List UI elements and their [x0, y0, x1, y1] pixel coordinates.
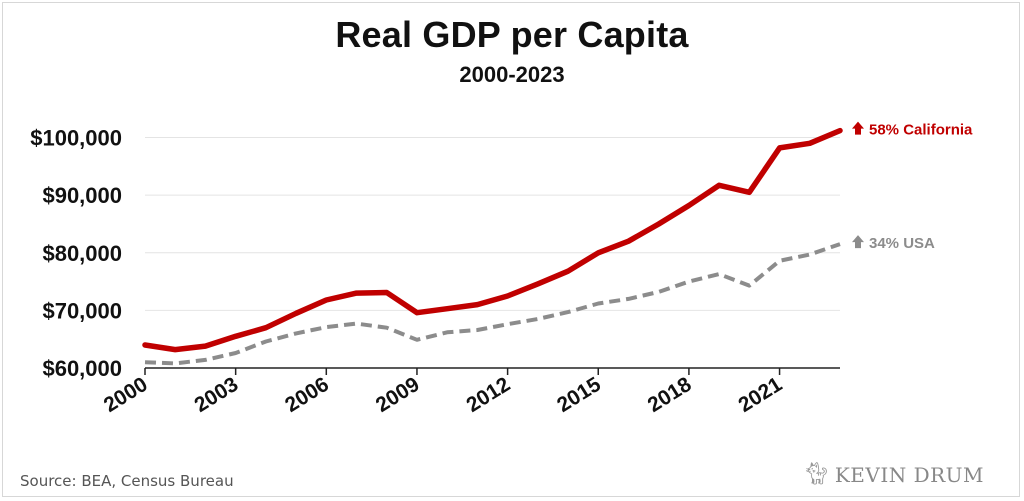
x-tick-label: 2012	[462, 373, 514, 417]
series-line-usa	[144, 242, 841, 366]
x-tick-label: 2006	[281, 373, 333, 417]
x-tick-label: 2018	[644, 373, 696, 417]
up-arrow-icon	[852, 121, 864, 135]
cat-icon: 🐈︎	[802, 462, 831, 487]
y-tick-label: $60,000	[42, 356, 122, 381]
up-arrow-icon	[852, 235, 864, 249]
x-axis: 2000 2003 2006 2009 2012 2015 2018 2021	[100, 367, 840, 417]
series-label-california: 58% California	[869, 122, 973, 139]
x-tick-label: 2021	[734, 373, 786, 417]
chart-title: Real GDP per Capita	[335, 14, 689, 55]
series-line-california	[142, 127, 843, 353]
series-lines	[142, 127, 843, 366]
brand-logo: 🐈︎ KEVIN DRUM	[802, 462, 984, 487]
series-label-usa: 34% USA	[869, 235, 935, 252]
y-axis: $60,000 $70,000 $80,000 $90,000 $100,000	[30, 126, 122, 381]
x-tick-label: 2015	[553, 373, 605, 417]
y-tick-label: $90,000	[42, 183, 122, 208]
logo-text: KEVIN DRUM	[834, 462, 984, 487]
y-tick-label: $100,000	[30, 126, 122, 151]
y-tick-label: $80,000	[42, 241, 122, 266]
x-tick-label: 2003	[190, 373, 242, 417]
gridlines	[145, 137, 840, 311]
chart-subtitle: 2000-2023	[459, 62, 565, 87]
series-labels: 58% California 34% USA	[852, 121, 973, 252]
source-note: Source: BEA, Census Bureau	[20, 472, 234, 490]
y-tick-label: $70,000	[42, 298, 122, 323]
x-tick-label: 2009	[372, 373, 424, 417]
